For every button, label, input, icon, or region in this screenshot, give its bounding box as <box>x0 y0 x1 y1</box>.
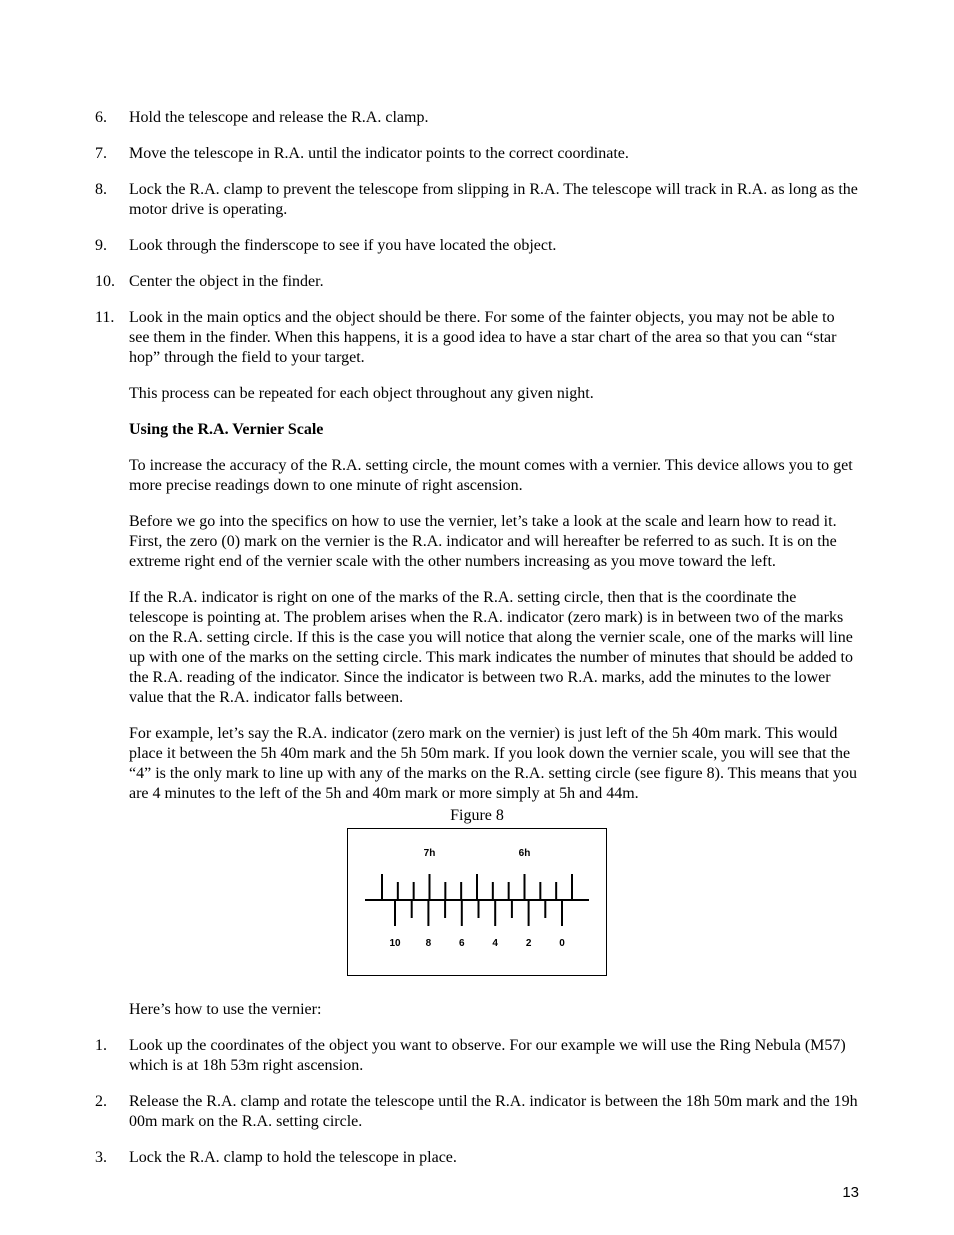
list-item: 11. Look in the main optics and the obje… <box>95 308 859 368</box>
list-item: 8. Lock the R.A. clamp to prevent the te… <box>95 180 859 220</box>
list-text: Release the R.A. clamp and rotate the te… <box>129 1092 859 1132</box>
list-number: 3. <box>95 1148 129 1168</box>
list-number: 9. <box>95 236 129 256</box>
paragraph: Before we go into the specifics on how t… <box>129 512 859 572</box>
list-text: Look through the finderscope to see if y… <box>129 236 859 256</box>
document-page: 6. Hold the telescope and release the R.… <box>0 0 954 1235</box>
list-number: 1. <box>95 1036 129 1076</box>
list-text: Lock the R.A. clamp to hold the telescop… <box>129 1148 859 1168</box>
list-item: 10. Center the object in the finder. <box>95 272 859 292</box>
list-text: Hold the telescope and release the R.A. … <box>129 108 859 128</box>
list-number: 7. <box>95 144 129 164</box>
list-number: 6. <box>95 108 129 128</box>
vernier-procedure-list: 1. Look up the coordinates of the object… <box>95 1036 859 1168</box>
paragraph: If the R.A. indicator is right on one of… <box>129 588 859 708</box>
procedure-list-continued: 6. Hold the telescope and release the R.… <box>95 108 859 368</box>
paragraph: To increase the accuracy of the R.A. set… <box>129 456 859 496</box>
list-item: 9. Look through the finderscope to see i… <box>95 236 859 256</box>
list-number: 2. <box>95 1092 129 1132</box>
paragraph: For example, let’s say the R.A. indicato… <box>129 724 859 804</box>
list-item: 2. Release the R.A. clamp and rotate the… <box>95 1092 859 1132</box>
list-item: 3. Lock the R.A. clamp to hold the teles… <box>95 1148 859 1168</box>
list-number: 8. <box>95 180 129 220</box>
svg-text:10: 10 <box>389 938 401 949</box>
list-text: Center the object in the finder. <box>129 272 859 292</box>
page-number: 13 <box>842 1184 859 1203</box>
list-number: 11. <box>95 308 129 368</box>
list-text: Lock the R.A. clamp to prevent the teles… <box>129 180 859 220</box>
list-item: 1. Look up the coordinates of the object… <box>95 1036 859 1076</box>
svg-text:6h: 6h <box>519 848 531 859</box>
svg-text:4: 4 <box>492 938 498 949</box>
section-heading: Using the R.A. Vernier Scale <box>129 420 859 440</box>
svg-text:8: 8 <box>426 938 432 949</box>
list-text: Look up the coordinates of the object yo… <box>129 1036 859 1076</box>
svg-text:7h: 7h <box>424 848 436 859</box>
paragraph: This process can be repeated for each ob… <box>129 384 859 404</box>
figure-8: Figure 8 7h 6h 10 8 6 4 2 0 <box>95 806 859 976</box>
svg-text:2: 2 <box>526 938 532 949</box>
list-text: Look in the main optics and the object s… <box>129 308 859 368</box>
list-item: 6. Hold the telescope and release the R.… <box>95 108 859 128</box>
list-number: 10. <box>95 272 129 292</box>
figure-caption: Figure 8 <box>95 806 859 826</box>
svg-text:0: 0 <box>559 938 565 949</box>
list-text: Move the telescope in R.A. until the ind… <box>129 144 859 164</box>
vernier-scale-diagram: 7h 6h 10 8 6 4 2 0 <box>347 828 607 976</box>
paragraph: Here’s how to use the vernier: <box>129 1000 859 1020</box>
list-item: 7. Move the telescope in R.A. until the … <box>95 144 859 164</box>
svg-text:6: 6 <box>459 938 465 949</box>
